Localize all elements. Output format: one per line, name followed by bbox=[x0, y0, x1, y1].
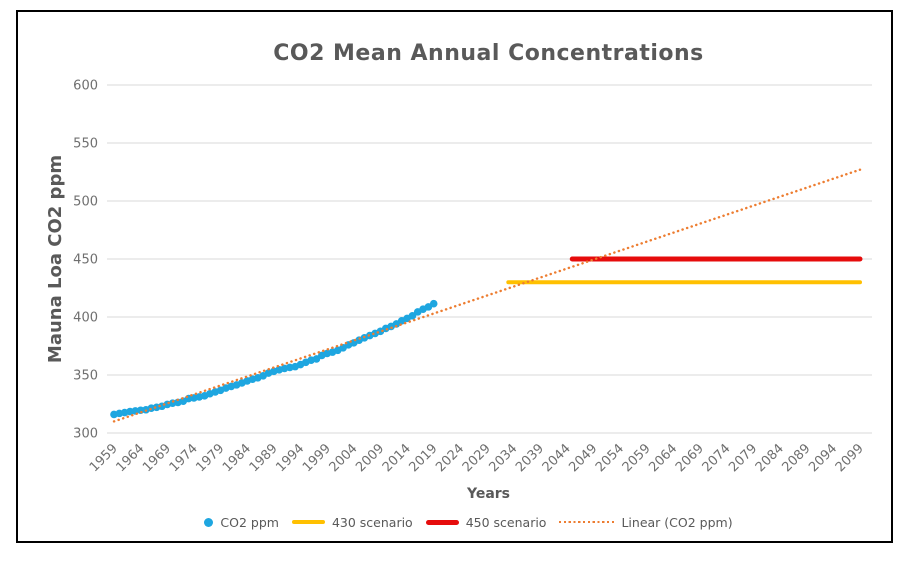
legend-label: CO2 ppm bbox=[220, 514, 279, 530]
x-tick-label: 2099 bbox=[833, 441, 867, 475]
chart-border bbox=[16, 10, 893, 543]
legend-item-linear-co2-ppm: Linear (CO2 ppm) bbox=[559, 514, 733, 530]
x-tick-label: 1984 bbox=[220, 441, 254, 475]
legend-label: 450 scenario bbox=[465, 514, 547, 530]
y-tick-label: 600 bbox=[73, 79, 98, 94]
x-tick-label: 2004 bbox=[327, 441, 361, 475]
y-tick-label: 400 bbox=[73, 311, 98, 326]
x-tick-label: 2049 bbox=[566, 441, 600, 475]
chart-title: CO2 Mean Annual Concentrations bbox=[273, 41, 704, 66]
x-tick-label: 1969 bbox=[140, 441, 174, 475]
x-tick-label: 2024 bbox=[433, 441, 467, 475]
x-tick-label: 2074 bbox=[700, 441, 734, 475]
x-tick-label: 2089 bbox=[780, 441, 814, 475]
x-tick-label: 1974 bbox=[167, 441, 201, 475]
co2-ppm-point bbox=[429, 299, 438, 308]
x-tick-label: 2084 bbox=[753, 441, 787, 475]
linear-co2-ppm-legend-marker bbox=[559, 520, 615, 524]
x-tick-label: 2044 bbox=[540, 441, 574, 475]
y-tick-label: 350 bbox=[73, 369, 98, 384]
x-tick-label: 2079 bbox=[726, 441, 760, 475]
430-scenario-legend-marker bbox=[291, 520, 325, 524]
x-tick-label: 2009 bbox=[353, 441, 387, 475]
x-axis-title: Years bbox=[466, 486, 511, 502]
legend-item-450-scenario: 450 scenario bbox=[425, 514, 547, 530]
x-tick-label: 2039 bbox=[513, 441, 547, 475]
co2-ppm-point bbox=[408, 312, 417, 320]
x-tick-label: 1989 bbox=[247, 441, 281, 475]
x-tick-label: 2019 bbox=[407, 441, 441, 475]
x-tick-label: 2059 bbox=[620, 441, 654, 475]
co2-ppm-legend-marker bbox=[204, 517, 214, 527]
x-tick-label: 2014 bbox=[380, 441, 414, 475]
450-scenario-legend-marker bbox=[425, 519, 459, 525]
x-tick-label: 2054 bbox=[593, 441, 627, 475]
x-tick-label: 2094 bbox=[806, 441, 840, 475]
x-tick-label: 2029 bbox=[460, 441, 494, 475]
chart-legend: CO2 ppm 430 scenario 450 scenario Linear (C… bbox=[85, 510, 852, 534]
x-tick-label: 1964 bbox=[113, 441, 147, 475]
x-tick-label: 1959 bbox=[87, 441, 121, 475]
x-tick-label: 1999 bbox=[300, 441, 334, 475]
y-tick-label: 500 bbox=[73, 195, 98, 210]
legend-label: 430 scenario bbox=[331, 514, 413, 530]
linear-co2-ppm-line bbox=[112, 168, 862, 423]
y-tick-label: 550 bbox=[73, 137, 98, 152]
x-tick-label: 1979 bbox=[193, 441, 227, 475]
x-tick-label: 1994 bbox=[273, 441, 307, 475]
x-tick-label: 2064 bbox=[646, 441, 680, 475]
x-tick-label: 2034 bbox=[486, 441, 520, 475]
x-tick-label: 2069 bbox=[673, 441, 707, 475]
y-tick-label: 450 bbox=[73, 253, 98, 268]
legend-label: Linear (CO2 ppm) bbox=[621, 514, 733, 530]
legend-item-co2-ppm: CO2 ppm bbox=[204, 515, 279, 530]
y-tick-label: 300 bbox=[73, 427, 98, 442]
legend-item-430-scenario: 430 scenario bbox=[291, 514, 413, 530]
